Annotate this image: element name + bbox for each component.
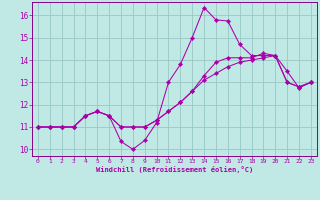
X-axis label: Windchill (Refroidissement éolien,°C): Windchill (Refroidissement éolien,°C) xyxy=(96,166,253,173)
